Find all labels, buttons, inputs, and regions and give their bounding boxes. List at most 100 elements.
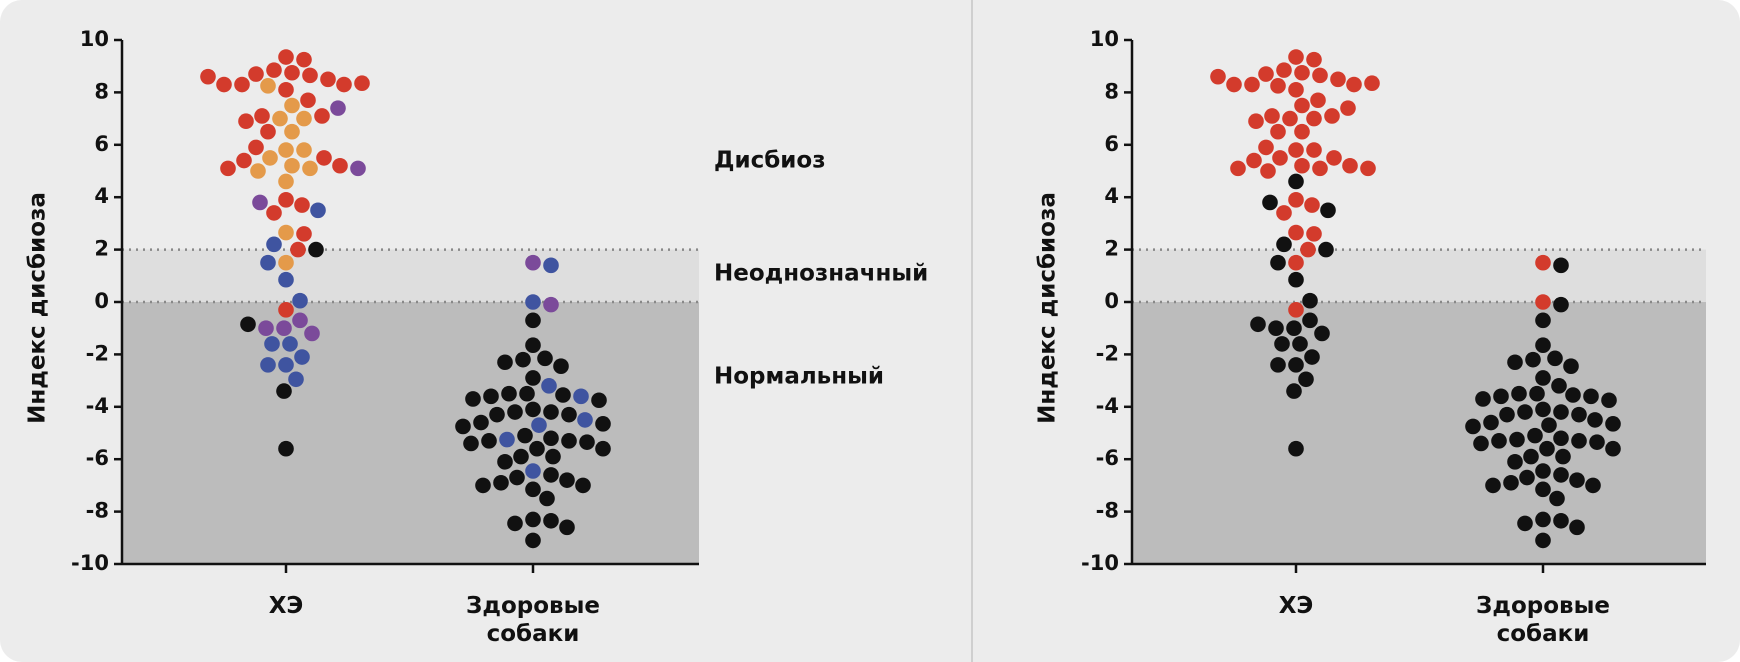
y-tick-label: 10 (1090, 27, 1119, 51)
data-point (216, 76, 232, 93)
data-point (559, 519, 575, 536)
data-point (1551, 378, 1567, 394)
data-point (1535, 254, 1551, 271)
data-point (473, 414, 489, 431)
data-point (1286, 320, 1302, 337)
data-point (1330, 71, 1346, 88)
data-point (475, 477, 491, 494)
data-point (573, 388, 589, 405)
data-point (1523, 448, 1539, 465)
data-point (1288, 173, 1304, 190)
data-point (1483, 414, 1499, 431)
data-point (1302, 292, 1318, 309)
data-point (531, 417, 547, 433)
data-point (1270, 123, 1286, 140)
data-point (234, 76, 250, 93)
data-point (595, 416, 611, 432)
data-point (539, 490, 555, 507)
data-point (1364, 75, 1380, 92)
data-point (1569, 519, 1585, 536)
y-tick-label: 8 (94, 79, 109, 103)
y-tick-label: 4 (94, 184, 109, 208)
data-point (1288, 357, 1304, 373)
data-point (1569, 472, 1585, 488)
data-point (489, 406, 505, 423)
data-point (1499, 406, 1515, 423)
data-point (1294, 123, 1310, 140)
data-point (278, 49, 294, 65)
data-point (591, 392, 607, 409)
data-point (1230, 160, 1246, 177)
data-point (258, 320, 274, 337)
data-point (300, 92, 316, 109)
data-point (1276, 205, 1292, 221)
data-point (1519, 469, 1535, 486)
x-tick-label: Здоровые собаки (466, 593, 600, 647)
data-point (316, 150, 332, 166)
data-point (1605, 416, 1621, 432)
data-point (1553, 296, 1569, 313)
data-point (499, 431, 515, 448)
data-point (1601, 392, 1617, 409)
data-point (1274, 336, 1290, 352)
data-point (1298, 371, 1314, 388)
data-point (1258, 66, 1274, 82)
data-point (501, 385, 517, 402)
data-point (1587, 412, 1603, 428)
data-point (278, 271, 294, 288)
data-point (302, 160, 318, 177)
data-point (513, 448, 529, 465)
data-point (220, 160, 236, 177)
y-tick-label: 6 (1104, 132, 1119, 156)
data-point (292, 312, 308, 329)
data-point (519, 385, 535, 402)
data-point (278, 357, 294, 373)
data-point (1300, 241, 1316, 258)
y-tick-label: -8 (86, 499, 109, 523)
data-point (1314, 325, 1330, 342)
data-point (1565, 387, 1581, 403)
data-point (282, 336, 298, 352)
data-point (1282, 110, 1298, 127)
data-point (509, 469, 525, 486)
y-axis-label: Индекс дисбиоза (25, 192, 51, 424)
data-point (1605, 440, 1621, 457)
data-point (1260, 163, 1276, 179)
data-point (1264, 108, 1280, 124)
data-point (1535, 481, 1551, 498)
data-point (1292, 336, 1308, 352)
zone-label: Неоднозначный (714, 261, 928, 287)
y-tick-label: -6 (86, 446, 109, 470)
data-point (1288, 440, 1304, 457)
data-point (266, 236, 282, 253)
data-point (332, 157, 348, 174)
data-point (543, 257, 559, 274)
data-point (236, 152, 252, 169)
data-point (1306, 226, 1322, 242)
data-point (561, 433, 577, 449)
data-point (515, 351, 531, 368)
data-point (302, 67, 318, 84)
data-point (497, 354, 513, 371)
data-point (284, 157, 300, 174)
data-point (1485, 477, 1501, 494)
data-point (260, 78, 276, 94)
data-point (1244, 76, 1260, 93)
data-point (543, 467, 559, 483)
data-point (252, 194, 268, 211)
data-point (1270, 254, 1286, 271)
y-axis-label: Индекс дисбиоза (1035, 192, 1061, 424)
data-point (1276, 236, 1292, 253)
data-point (294, 349, 310, 365)
data-point (497, 454, 513, 470)
data-point (314, 108, 330, 124)
data-point (529, 440, 545, 457)
data-point (1547, 350, 1563, 367)
data-point (1563, 358, 1579, 374)
y-tick-label: 0 (1104, 289, 1119, 313)
data-point (278, 224, 294, 241)
data-point (296, 110, 312, 127)
data-point (294, 197, 310, 213)
data-point (1509, 431, 1525, 448)
data-point (575, 477, 591, 494)
